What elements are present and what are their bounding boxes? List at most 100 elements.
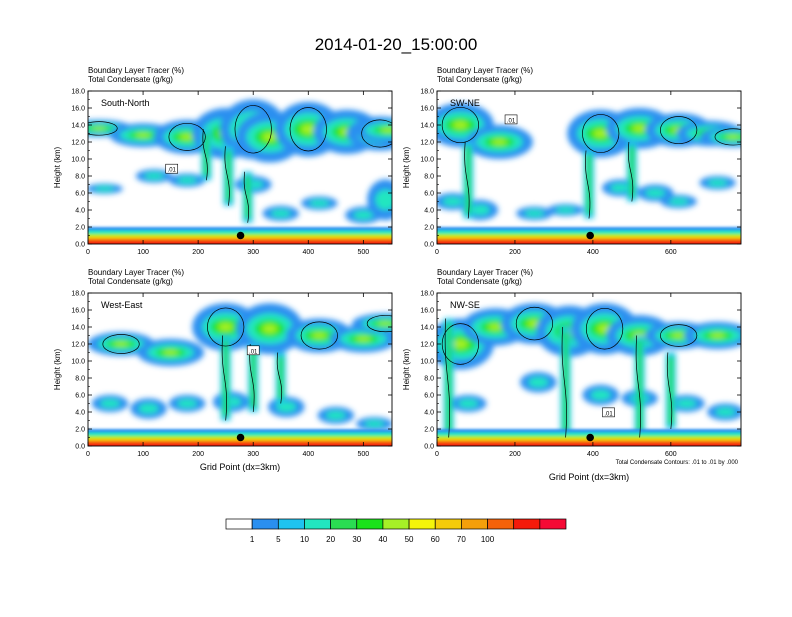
y-tick-label: 12.0 [420, 140, 434, 147]
y-tick-label: 0.0 [75, 444, 85, 451]
cloud-blob [725, 135, 741, 139]
colorbar-label: 50 [405, 535, 414, 544]
y-tick-label: 8.0 [75, 174, 85, 181]
convective-column [278, 356, 284, 400]
colorbar-label: 10 [300, 535, 309, 544]
contour-label-box [504, 114, 518, 125]
condensate-contour [289, 107, 327, 152]
low-cloud-blob [524, 210, 545, 217]
colorbar-label: 100 [481, 535, 495, 544]
y-tick-label: 12.0 [71, 140, 85, 147]
colorbar-swatch [356, 518, 384, 530]
cloud-blob [380, 127, 392, 133]
low-cloud-blob [645, 188, 666, 198]
panel-header-tracer: Boundary Layer Tracer (%) [88, 268, 184, 277]
y-tick-label: 0.0 [424, 444, 434, 451]
colorbar-swatch [330, 518, 358, 530]
y-tick-label: 10.0 [420, 157, 434, 164]
low-cloud-blob [177, 399, 198, 408]
low-cloud-blob [138, 403, 159, 414]
condensate-contour [585, 150, 591, 219]
location-marker [236, 433, 245, 442]
x-tick-label: 400 [587, 451, 599, 458]
cloud-blob [671, 333, 686, 338]
y-tick-label: 18.0 [71, 89, 85, 96]
cloud-layer [437, 303, 741, 438]
low-cloud-blob [555, 207, 576, 213]
y-tick-label: 6.0 [424, 191, 434, 198]
colorbar-label: 1 [250, 535, 255, 544]
panel-header-tracer: Boundary Layer Tracer (%) [437, 66, 533, 75]
convective-column [586, 154, 592, 215]
y-tick-label: 8.0 [424, 174, 434, 181]
low-cloud-blob [442, 197, 463, 206]
x-tick-label: 500 [358, 451, 370, 458]
x-axis-label: Grid Point (dx=3km) [200, 462, 280, 472]
panel-4: Boundary Layer Tracer (%) Total Condensat… [402, 268, 742, 482]
low-cloud-blob [715, 407, 736, 417]
convective-column [563, 331, 569, 434]
x-tick-label: 400 [587, 249, 599, 256]
low-cloud-blob [144, 172, 165, 180]
low-cloud-blob [375, 189, 392, 210]
y-tick-label: 14.0 [420, 123, 434, 130]
condensate-contour [464, 141, 470, 219]
contour-label: .01 [507, 118, 516, 124]
figure-title: 2014-01-20_15:00:00 [315, 35, 478, 54]
condensate-contour [444, 318, 451, 438]
condensate-contour [168, 122, 206, 151]
low-cloud-blob [276, 401, 297, 412]
x-tick-label: 200 [509, 249, 521, 256]
condensate-contours [441, 306, 698, 438]
panel-header-condensate: Total Condensate (g/kg) [88, 75, 173, 84]
y-tick-label: 4.0 [424, 208, 434, 215]
colorbar-swatch [382, 518, 410, 530]
colorbar-label: 30 [352, 535, 361, 544]
location-marker [236, 231, 245, 240]
low-cloud-blob [610, 183, 631, 193]
colorbar-swatch [304, 518, 331, 530]
contour-footnote: Total Condensate Contours: .01 to .01 by… [616, 460, 739, 466]
low-cloud-blob [99, 399, 121, 408]
tracer-field [437, 91, 741, 244]
cloud-blob [378, 321, 392, 326]
condensate-contour [714, 128, 741, 146]
cloud-blob [593, 129, 609, 138]
convective-column [223, 339, 229, 417]
condensate-contours [88, 105, 392, 223]
cloud-layer [88, 99, 392, 224]
low-cloud-blob [177, 176, 198, 184]
condensate-contour [666, 352, 673, 430]
cloud-blob [311, 332, 327, 339]
condensate-contour [202, 129, 208, 181]
cloud-blob [262, 132, 278, 142]
location-marker [586, 231, 594, 240]
cloud-blob [135, 133, 151, 138]
y-tick-label: 4.0 [75, 208, 85, 215]
convective-column [203, 133, 209, 177]
y-tick-label: 10.0 [71, 157, 85, 164]
contour-label-box [165, 163, 179, 174]
condensate-contour [207, 307, 245, 347]
x-tick-label: 300 [247, 451, 259, 458]
condensate-contour [361, 119, 392, 148]
y-tick-label: 6.0 [424, 393, 434, 400]
colorbar-swatch [225, 518, 253, 530]
y-tick-label: 16.0 [420, 106, 434, 113]
cloud-blob [710, 333, 725, 338]
y-tick-label: 18.0 [71, 291, 85, 298]
y-tick-label: 0.0 [75, 242, 85, 249]
y-tick-label: 16.0 [420, 308, 434, 315]
panel-header-tracer: Boundary Layer Tracer (%) [437, 268, 533, 277]
y-axis-label: Height (km) [402, 348, 411, 390]
contour-label-box [246, 345, 260, 356]
x-tick-label: 0 [435, 451, 439, 458]
y-tick-label: 18.0 [420, 291, 434, 298]
convective-column [668, 356, 674, 425]
contour-label: .01 [168, 168, 177, 174]
panel-2: Boundary Layer Tracer (%)Total Condensat… [402, 66, 742, 256]
y-tick-label: 14.0 [420, 325, 434, 332]
cloud-blob [300, 124, 316, 135]
boundary-layer-band [88, 241, 392, 244]
